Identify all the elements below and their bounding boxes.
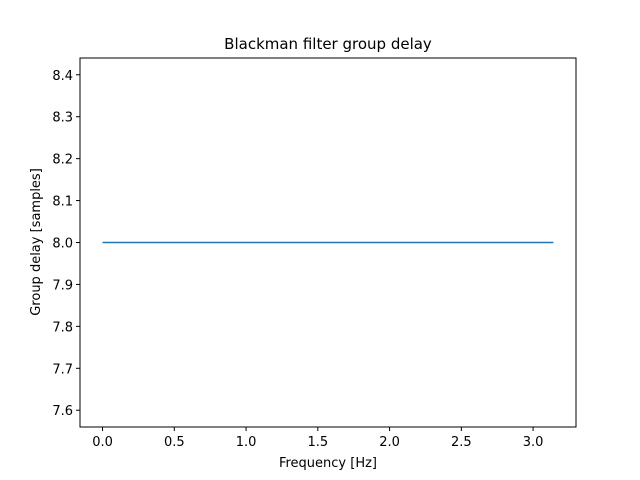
x-tick-label: 0.5 bbox=[164, 435, 185, 450]
y-axis-label: Group delay [samples] bbox=[29, 168, 44, 316]
y-tick-label: 7.7 bbox=[52, 362, 73, 377]
x-tick-label: 1.0 bbox=[236, 435, 257, 450]
x-tick-label: 0.0 bbox=[92, 435, 113, 450]
y-tick-label: 7.6 bbox=[52, 404, 73, 419]
x-tick-label: 1.5 bbox=[307, 435, 328, 450]
y-tick-label: 8.4 bbox=[52, 69, 73, 84]
y-tick-label: 7.9 bbox=[52, 278, 73, 293]
y-tick-label: 8.1 bbox=[52, 195, 73, 210]
y-axis: 7.6 7.7 7.8 7.9 8.0 8.1 8.2 8.3 8.4 bbox=[52, 69, 80, 419]
x-axis: 0.0 0.5 1.0 1.5 2.0 2.5 3.0 bbox=[92, 427, 543, 450]
x-tick-label: 3.0 bbox=[523, 435, 544, 450]
plot-area: 0.0 0.5 1.0 1.5 2.0 2.5 3.0 7.6 7.7 7.8 7.9 8.0 8.1… bbox=[52, 57, 577, 450]
chart-title: Blackman filter group delay bbox=[224, 35, 432, 53]
y-tick-label: 7.8 bbox=[52, 320, 73, 335]
y-tick-label: 8.0 bbox=[52, 237, 73, 252]
x-axis-label: Frequency [Hz] bbox=[279, 456, 377, 471]
x-tick-label: 2.5 bbox=[451, 435, 472, 450]
y-tick-label: 8.3 bbox=[52, 111, 73, 126]
y-tick-label: 8.2 bbox=[52, 153, 73, 168]
x-tick-label: 2.0 bbox=[379, 435, 400, 450]
